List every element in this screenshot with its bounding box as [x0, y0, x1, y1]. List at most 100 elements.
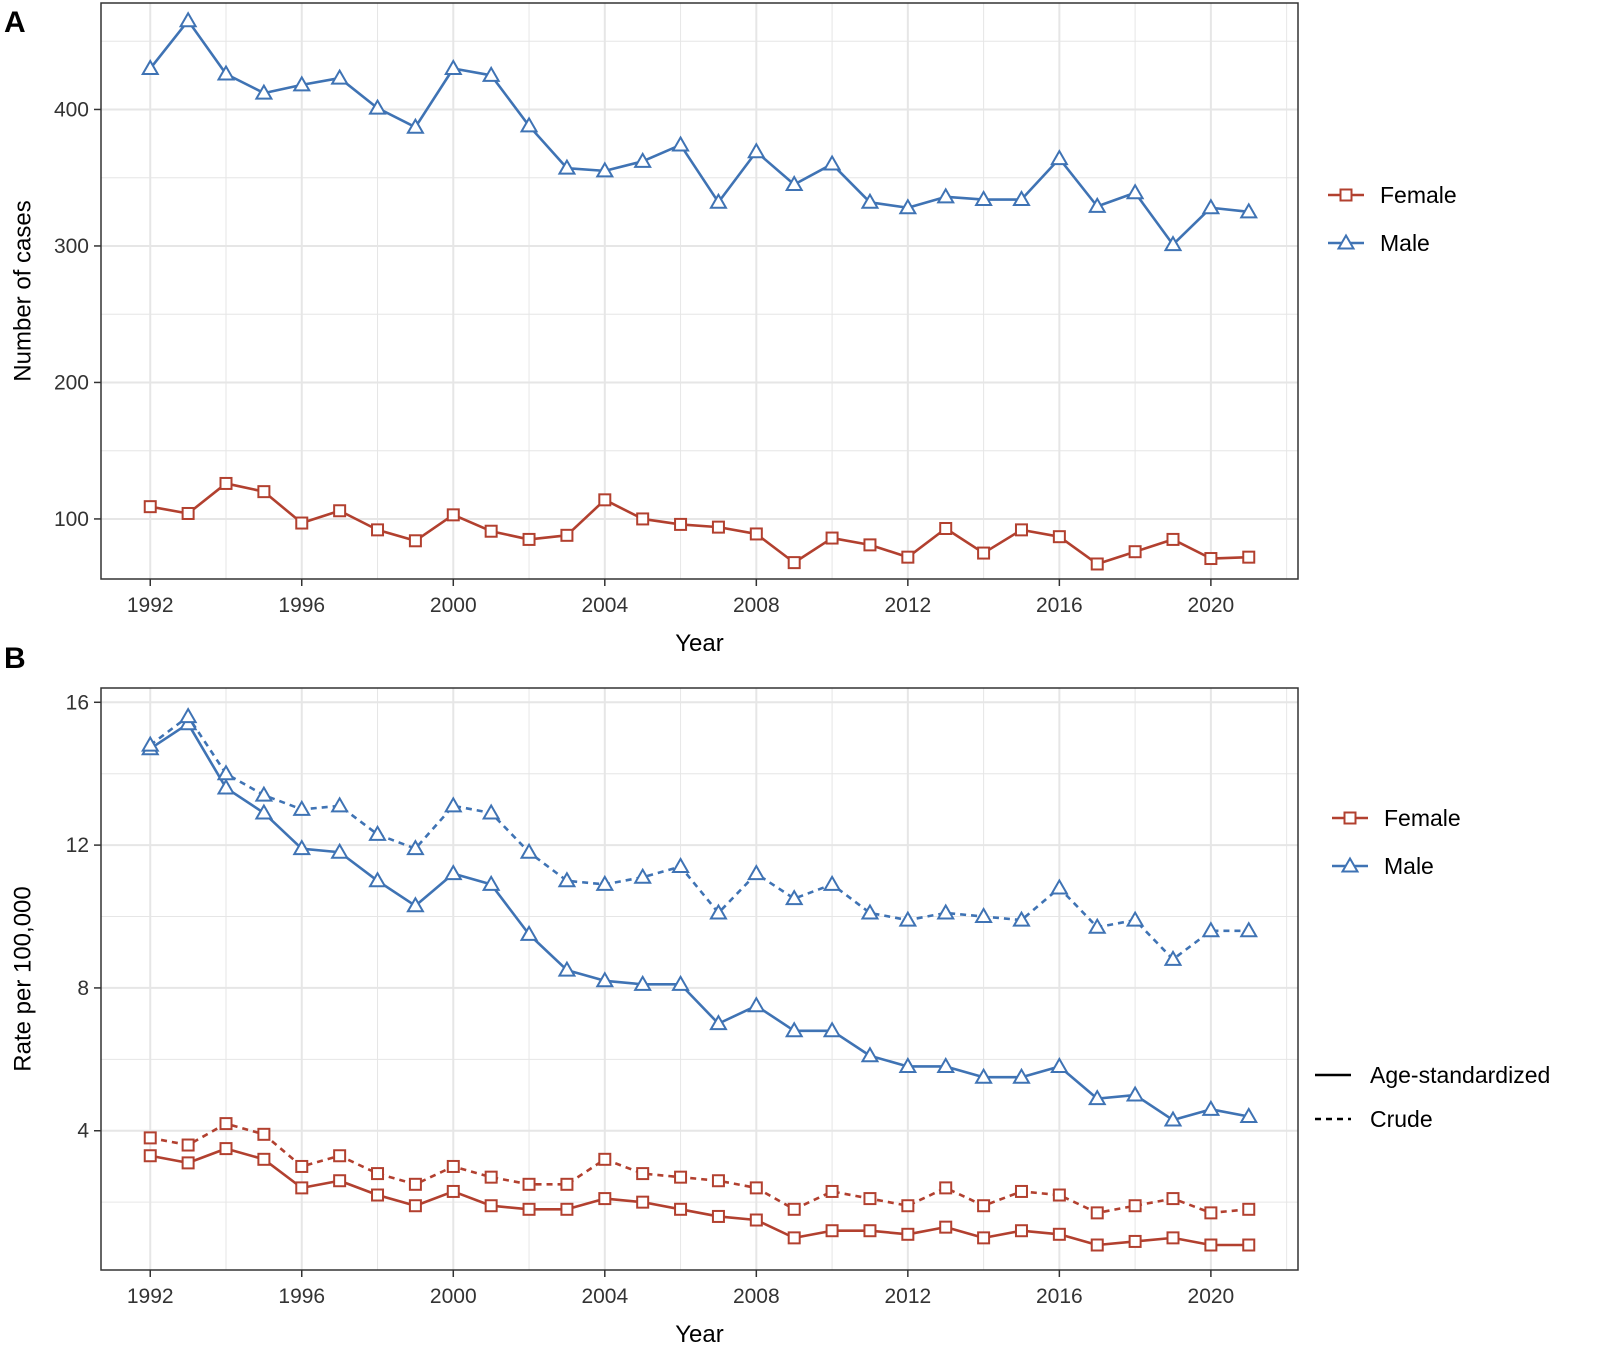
data-point [444, 59, 463, 76]
data-point [1239, 202, 1258, 219]
x-tick-label: 2000 [430, 594, 477, 617]
data-point [633, 151, 652, 168]
data-point [560, 1202, 574, 1216]
data-point [1242, 1202, 1256, 1216]
series-female [143, 476, 1256, 571]
data-point [898, 198, 918, 215]
data-point [1050, 1056, 1069, 1073]
data-point [557, 871, 577, 888]
x-tick-label: 2004 [581, 1285, 628, 1308]
data-point [939, 521, 953, 535]
data-point [1012, 910, 1031, 927]
data-point [1125, 183, 1145, 200]
series-male-age-standardized [141, 714, 1258, 1127]
data-point [446, 1159, 460, 1173]
data-point [1163, 1110, 1183, 1127]
x-tick-label: 1996 [278, 594, 325, 617]
series-female-crude [143, 1117, 1256, 1220]
data-point [295, 516, 309, 530]
series-line [149, 19, 1249, 246]
data-point [749, 1181, 763, 1195]
data-point [519, 116, 539, 133]
data-point [822, 1021, 842, 1038]
data-point [481, 65, 501, 82]
data-point [371, 1167, 385, 1181]
data-point [406, 839, 425, 856]
data-point [295, 1181, 309, 1195]
data-point [178, 11, 198, 28]
data-point [295, 1159, 309, 1173]
data-point [292, 75, 311, 92]
y-tick-label: 400 [54, 98, 89, 121]
data-point [1088, 917, 1107, 934]
legend-item-male: Male [1328, 230, 1430, 256]
legend-key-marker [1340, 856, 1360, 873]
data-point [522, 1177, 536, 1191]
data-point [1242, 550, 1256, 564]
data-point [519, 842, 539, 859]
data-point [292, 839, 311, 856]
data-point [257, 485, 271, 499]
legend-label: Female [1380, 182, 1457, 208]
legend-label: Female [1384, 805, 1461, 831]
data-point [825, 531, 839, 545]
data-point [143, 1131, 157, 1145]
data-point [974, 190, 993, 207]
series-female-age-standardized [143, 1142, 1256, 1252]
data-point [598, 1152, 612, 1166]
data-point [444, 864, 463, 881]
data-point [406, 896, 425, 913]
data-point [901, 550, 915, 564]
data-point [1128, 1199, 1142, 1213]
data-point [216, 64, 236, 81]
x-axis-title: Year [675, 1321, 724, 1348]
data-point [1242, 1238, 1256, 1252]
data-point [292, 799, 311, 816]
panel-b: B 1992 1996 2000 2004 2008 2012 2016 2020 4 8 12 16 Y… [4, 642, 1550, 1348]
x-tick-label: 2012 [884, 594, 931, 617]
data-point [481, 803, 501, 820]
plot-frame [100, 687, 1299, 1271]
data-point [408, 534, 422, 548]
data-point [216, 764, 236, 781]
data-point [898, 1056, 918, 1073]
legend-item-female: Female [1328, 182, 1457, 208]
data-point [671, 135, 690, 152]
data-point [484, 524, 498, 538]
data-point [863, 1192, 877, 1206]
data-point [1052, 530, 1066, 544]
data-point [143, 500, 157, 514]
data-point [822, 874, 842, 891]
data-point [444, 796, 463, 813]
x-tick-label: 2008 [733, 594, 780, 617]
panel-letter: B [4, 642, 26, 675]
data-point [674, 1170, 688, 1184]
x-tick-label: 2020 [1188, 1285, 1235, 1308]
data-point [560, 1177, 574, 1191]
data-point [557, 158, 577, 175]
data-point [936, 1056, 955, 1073]
legend-label: Male [1380, 230, 1430, 256]
x-tick-label: 2016 [1036, 1285, 1083, 1308]
data-point [254, 785, 274, 802]
legend-item-male: Male [1332, 853, 1434, 879]
x-tick-label: 1992 [127, 1285, 174, 1308]
data-point [749, 527, 763, 541]
data-point [522, 532, 536, 546]
data-point [860, 1046, 880, 1063]
data-point [371, 523, 385, 537]
data-point [595, 971, 615, 988]
legend-key-marker [1343, 811, 1357, 825]
plot-frame [100, 2, 1299, 580]
data-point [560, 528, 574, 542]
series-line [149, 715, 1249, 961]
data-point [484, 1199, 498, 1213]
data-point [1163, 949, 1183, 966]
data-point [1050, 149, 1069, 166]
data-point [1239, 921, 1258, 938]
x-tick-label: 2004 [581, 594, 628, 617]
data-point [784, 175, 804, 192]
data-point [1166, 532, 1180, 546]
y-tick-label: 200 [54, 371, 89, 394]
